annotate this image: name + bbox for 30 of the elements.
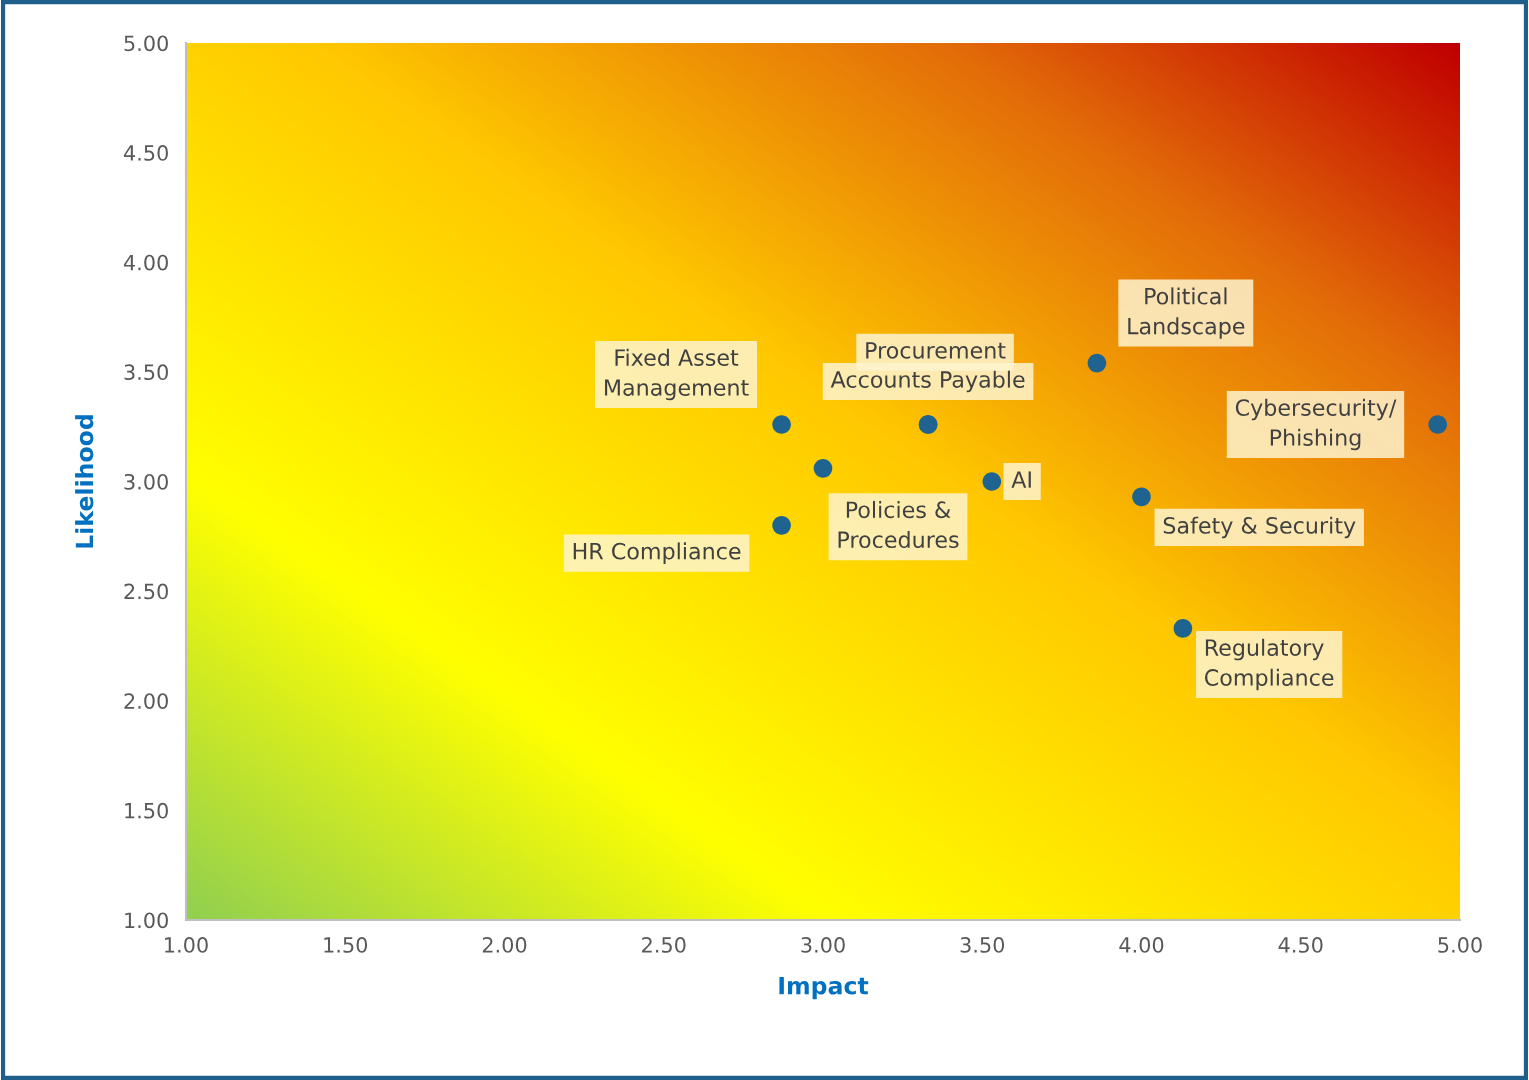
annotation: Fixed Asset Management	[605, 348, 749, 401]
y-tick-label: 1.00	[125, 912, 168, 929]
x-tick-label: 3.50	[960, 937, 1005, 953]
annotation: Procurement	[866, 342, 1006, 359]
y-tick-label: 2.50	[124, 583, 168, 600]
x-tick-label: 4.50	[1278, 937, 1323, 953]
x-tick-label: 3.00	[801, 937, 845, 953]
y-tick-label: 4.50	[123, 145, 168, 161]
annotation: Regulatory Compliance	[1204, 638, 1334, 691]
y-tick-label: 5.00	[124, 35, 168, 52]
x-axis-title: Impact	[779, 977, 869, 1000]
annotation: Policies & Procedures	[838, 500, 959, 549]
y-tick-label: 1.50	[125, 802, 168, 819]
annotation: Safety & Security	[1163, 516, 1356, 539]
x-tick-label: 5.00	[1438, 937, 1482, 953]
x-tick-label: 4.00	[1119, 937, 1164, 953]
y-tick-label: 2.00	[124, 693, 168, 709]
y-axis-title: Likelihood	[75, 415, 94, 548]
annotation: HR Compliance	[573, 542, 741, 564]
annotation: AI	[1011, 471, 1031, 488]
y-tick-label: 4.00	[123, 254, 168, 271]
y-tick-label: 3.50	[124, 364, 168, 381]
x-tick-label: 2.00	[482, 937, 527, 953]
annotation: Accounts Payable	[830, 370, 1025, 393]
x-tick-label: 1.50	[324, 937, 368, 953]
y-tick-label: 3.00	[124, 473, 168, 490]
annotation: Political Landscape	[1128, 287, 1245, 339]
x-tick-label: 2.50	[642, 937, 686, 953]
annotation: Cybersecurity/ Phishing	[1235, 398, 1397, 451]
x-tick-label: 1.00	[165, 937, 208, 953]
